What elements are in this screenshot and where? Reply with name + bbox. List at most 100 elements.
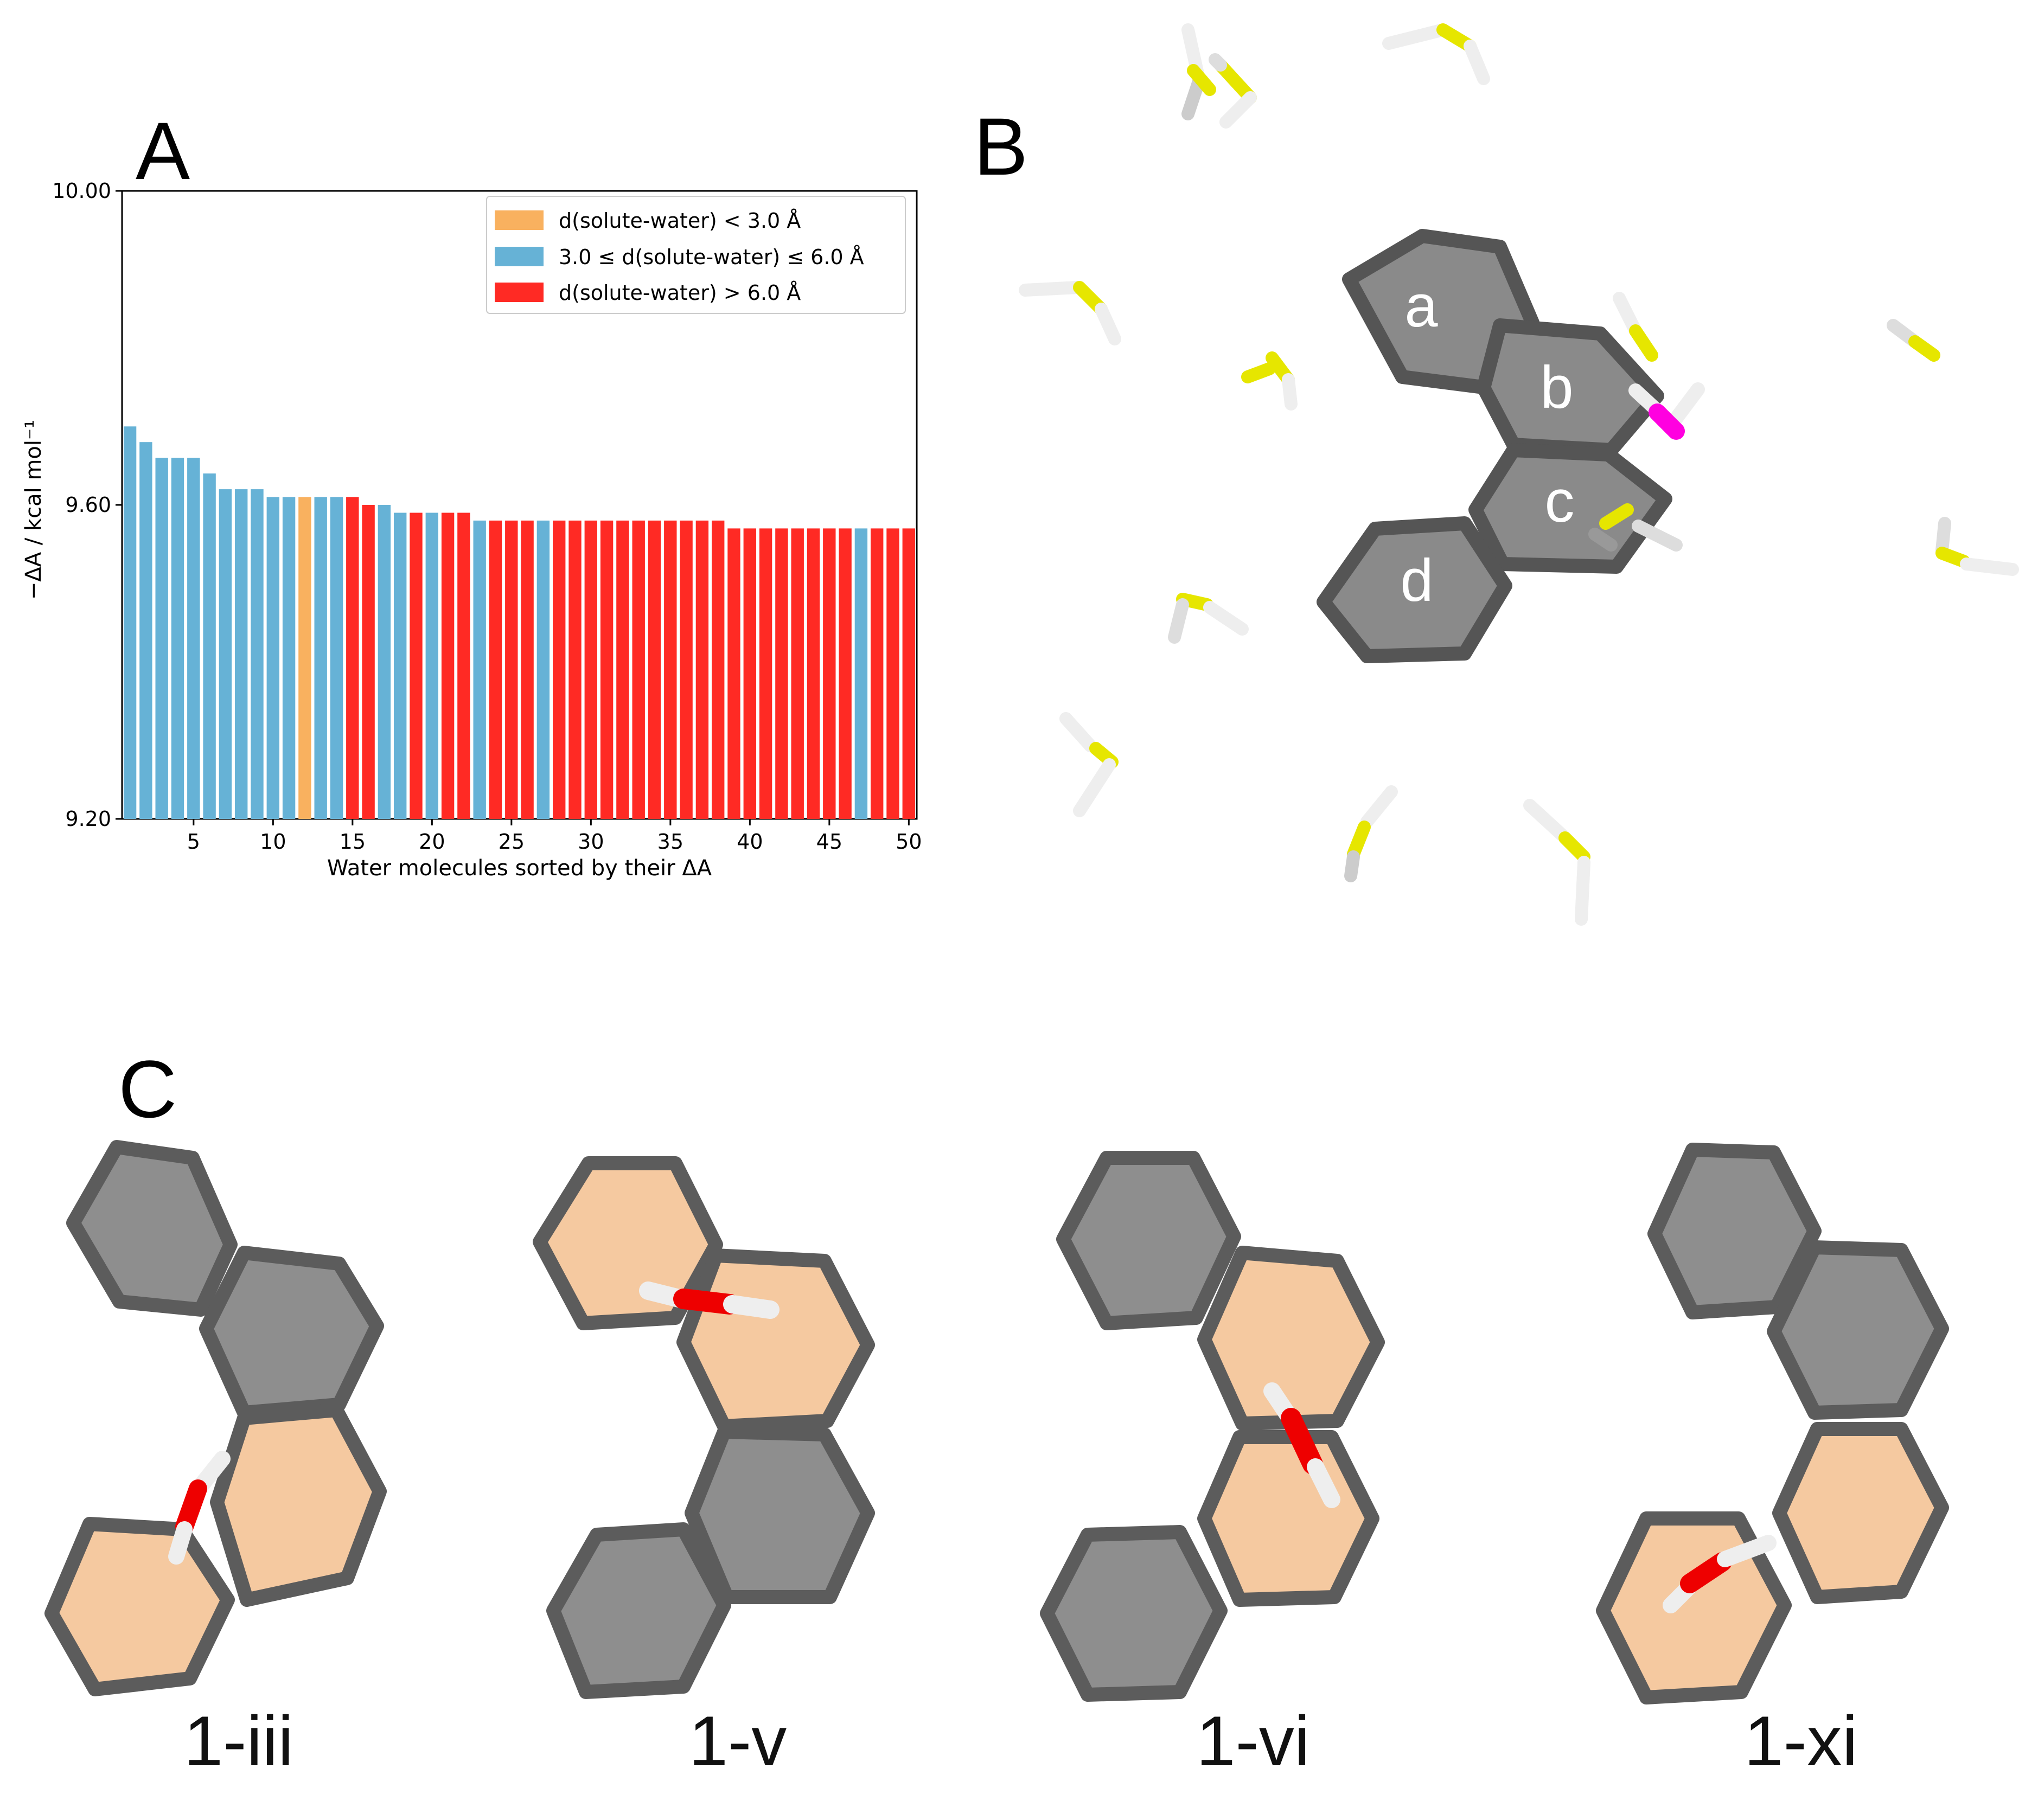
y-ticks: 9.20 9.60 10.00 <box>52 179 122 831</box>
molecule-1-vi <box>1040 1151 1385 1702</box>
legend: d(solute-water) < 3.0 Å 3.0 ≤ d(solute-w… <box>486 196 906 314</box>
bar-33 <box>632 520 645 819</box>
caption-1-v: 1-v <box>689 1701 787 1780</box>
bar-20 <box>425 512 438 819</box>
bar-46 <box>839 528 852 819</box>
bar-43 <box>791 528 804 819</box>
bar-4 <box>171 458 184 819</box>
ring-d: d <box>1317 516 1512 663</box>
bar-19 <box>410 512 423 819</box>
bar-28 <box>553 520 566 819</box>
bar-15 <box>346 497 359 819</box>
bar-11 <box>282 497 296 819</box>
x-tick-label: 20 <box>419 830 445 854</box>
bar-1 <box>123 426 137 819</box>
water-6 <box>1613 292 1658 362</box>
bar-32 <box>616 520 629 819</box>
bar-3 <box>155 458 168 819</box>
x-tick-label: 5 <box>187 830 200 854</box>
ring-c: c <box>1468 443 1672 574</box>
ring-label-c: c <box>1545 468 1575 535</box>
legend-swatch-orange <box>495 210 544 230</box>
bar-30 <box>584 520 597 819</box>
water-4 <box>1019 281 1121 345</box>
ring-label-b: b <box>1540 354 1573 421</box>
x-tick-label: 45 <box>816 830 842 854</box>
caption-1-xi: 1-xi <box>1744 1701 1857 1780</box>
bar-7 <box>219 489 232 819</box>
ring-label-d: d <box>1400 547 1433 614</box>
x-tick-label: 50 <box>896 830 922 854</box>
x-tick-label: 35 <box>657 830 683 854</box>
caption-1-iii: 1-iii <box>184 1701 293 1780</box>
x-tick-label: 25 <box>499 830 525 854</box>
molecule-1-v <box>533 1156 875 1699</box>
bar-45 <box>823 528 836 819</box>
bar-27 <box>536 520 550 819</box>
panel-b-letter: B <box>974 101 1028 192</box>
bar-2 <box>139 442 152 819</box>
y-tick-label: 9.20 <box>65 807 111 831</box>
bar-35 <box>664 520 677 819</box>
molecule-b: a b c d <box>1019 23 2019 926</box>
ring-label-a: a <box>1404 273 1438 339</box>
bar-22 <box>457 512 470 819</box>
panel-c-letter: C <box>118 1043 177 1135</box>
bar-47 <box>854 528 868 819</box>
panel-a-letter: A <box>136 105 190 196</box>
water-2 <box>1209 53 1257 129</box>
bar-8 <box>235 489 248 819</box>
bar-23 <box>473 520 486 819</box>
legend-box <box>486 196 906 314</box>
bar-49 <box>886 528 899 819</box>
bar-31 <box>600 520 614 819</box>
y-axis-label: −ΔA / kcal mol⁻¹ <box>21 420 46 600</box>
bar-36 <box>680 520 693 819</box>
bar-40 <box>743 528 756 819</box>
molecule-1-xi <box>1596 1143 1949 1704</box>
water-molecules <box>1019 23 2019 926</box>
legend-label-mid: 3.0 ≤ d(solute-water) ≤ 6.0 Å <box>559 245 864 269</box>
bar-25 <box>505 520 518 819</box>
bar-26 <box>521 520 534 819</box>
bar-39 <box>727 528 740 819</box>
y-tick-label: 9.60 <box>65 493 111 517</box>
x-tick-label: 40 <box>737 830 763 854</box>
bar-13 <box>314 497 327 819</box>
bar-44 <box>807 528 820 819</box>
water-10 <box>1168 593 1249 644</box>
x-tick-label: 10 <box>260 830 286 854</box>
legend-label-far: d(solute-water) > 6.0 Å <box>559 281 801 305</box>
x-axis-label: Water molecules sorted by their ΔA <box>327 856 712 881</box>
caption-1-vi: 1-vi <box>1196 1701 1309 1780</box>
bars-group <box>123 426 915 819</box>
water-13 <box>1523 799 1590 926</box>
bar-41 <box>759 528 772 819</box>
bar-29 <box>568 520 582 819</box>
water-11 <box>1059 712 1119 817</box>
bar-10 <box>266 497 279 819</box>
bar-21 <box>441 512 455 819</box>
bar-5 <box>187 458 200 819</box>
water-12 <box>1344 785 1398 882</box>
bar-37 <box>695 520 709 819</box>
bar-34 <box>648 520 661 819</box>
bar-6 <box>203 473 216 819</box>
water-9 <box>1588 503 1683 552</box>
x-tick-label: 30 <box>578 830 604 854</box>
bar-42 <box>775 528 788 819</box>
x-ticks: 5 10 15 20 25 30 35 40 45 50 <box>187 819 922 854</box>
water-5 <box>1241 351 1298 411</box>
x-tick-label: 15 <box>340 830 366 854</box>
bar-14 <box>330 497 343 819</box>
bar-38 <box>712 520 725 819</box>
bar-24 <box>489 520 502 819</box>
water-7 <box>1887 319 1940 362</box>
bar-12 <box>298 497 311 819</box>
bar-48 <box>871 528 884 819</box>
water-8 <box>1935 517 2019 576</box>
bar-50 <box>902 528 915 819</box>
molecule-1-iii <box>44 1140 387 1696</box>
legend-swatch-red <box>495 283 544 302</box>
